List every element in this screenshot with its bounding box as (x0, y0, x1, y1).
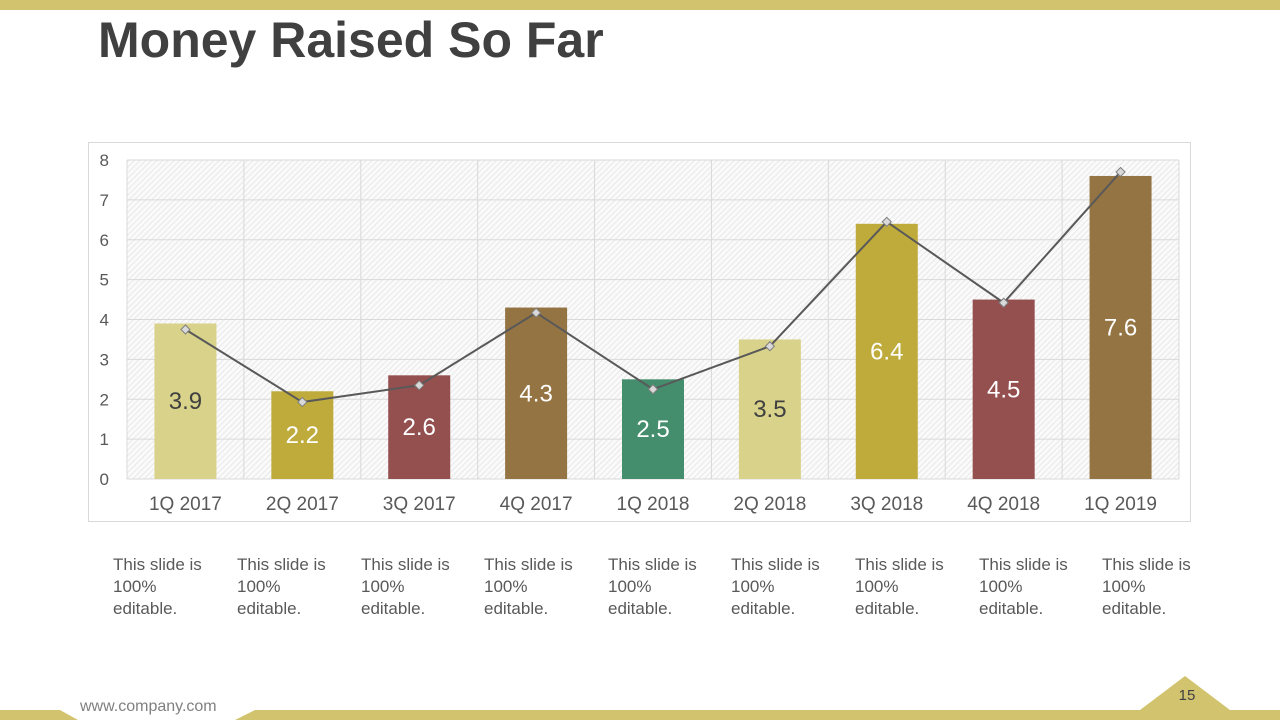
footer-url: www.company.com (80, 698, 217, 715)
data-label: 4.3 (519, 380, 552, 407)
data-label: 4.5 (987, 376, 1020, 403)
trend-marker (297, 396, 308, 408)
x-tick-label: 1Q 2019 (1084, 494, 1157, 515)
note-2: This slide is 100% editable. (237, 555, 326, 618)
note-3: This slide is 100% editable. (361, 555, 450, 618)
trend-marker (180, 324, 191, 335)
note-4: This slide is 100% editable. (484, 555, 573, 618)
note-1: This slide is 100% editable. (113, 555, 202, 618)
y-tick-label: 7 (100, 191, 109, 210)
trend-marker (414, 380, 425, 391)
bar (622, 379, 684, 479)
x-tick-label: 1Q 2018 (617, 494, 690, 515)
x-tick-label: 1Q 2017 (149, 494, 222, 515)
chart-frame: 0 1 2 3 4 5 6 7 8 3.9 2.2 2.6 4.3 2.5 3.5 6.4 4.5 7.6 1Q 2… (88, 142, 1191, 522)
data-label: 3.9 (169, 388, 202, 415)
x-tick-label: 3Q 2017 (383, 494, 456, 515)
data-label: 2.2 (286, 422, 319, 449)
y-tick-label: 2 (100, 390, 109, 409)
y-tick-label: 1 (100, 430, 109, 449)
x-tick-label: 3Q 2018 (850, 494, 923, 515)
trend-marker (998, 297, 1009, 308)
x-tick-label: 2Q 2018 (733, 494, 806, 515)
page-title: Money Raised So Far (98, 12, 604, 68)
trend-marker (881, 216, 892, 228)
note-9: This slide is 100% editable. (1102, 555, 1191, 618)
x-tick-label: 4Q 2018 (967, 494, 1040, 515)
data-label: 2.5 (636, 416, 669, 443)
footer-left-band (0, 710, 78, 720)
data-label: 7.6 (1104, 314, 1137, 341)
bar (1089, 175, 1152, 479)
page-number-badge (1140, 676, 1230, 710)
y-tick-label: 6 (100, 231, 109, 250)
top-accent-bar (0, 0, 1280, 10)
bar (388, 375, 451, 479)
data-label: 6.4 (870, 338, 903, 365)
footer-right-band (235, 710, 1280, 720)
trend-marker (1115, 166, 1126, 178)
y-tick-label: 4 (100, 311, 109, 330)
bar (505, 307, 568, 479)
trend-marker (530, 307, 542, 318)
y-tick-label: 3 (100, 350, 109, 369)
y-tick-label: 8 (100, 151, 109, 170)
footer-band (0, 676, 1280, 720)
x-tick-label: 2Q 2017 (266, 494, 339, 515)
note-6: This slide is 100% editable. (731, 555, 820, 618)
bar (855, 223, 918, 479)
bar (154, 323, 217, 479)
trend-marker (647, 384, 659, 395)
trend-marker (764, 341, 776, 352)
note-5: This slide is 100% editable. (608, 555, 697, 618)
bar (738, 339, 801, 479)
data-label: 3.5 (753, 396, 786, 423)
note-7: This slide is 100% editable. (855, 555, 944, 618)
bar (972, 299, 1035, 479)
y-tick-label: 5 (100, 271, 109, 290)
note-8: This slide is 100% editable. (979, 555, 1068, 618)
chart: 0 1 2 3 4 5 6 7 8 3.9 2.2 2.6 4.3 2.5 3.5 6.4 4.5 7.6 1Q 2… (100, 151, 1180, 515)
slide-notes: This slide is 100% editable. This slide … (113, 554, 1213, 626)
data-label: 2.6 (403, 414, 436, 441)
page-number: 15 (1178, 687, 1196, 704)
x-tick-label: 4Q 2017 (500, 494, 573, 515)
y-tick-label: 0 (100, 470, 109, 489)
